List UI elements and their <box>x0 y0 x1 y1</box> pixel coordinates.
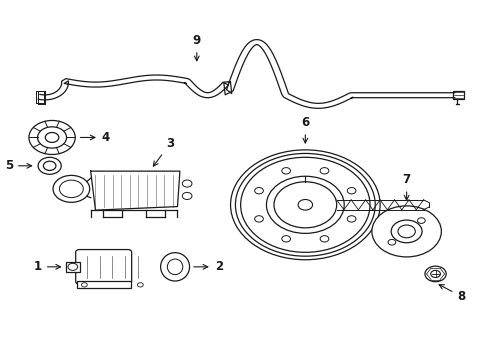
Circle shape <box>430 270 440 278</box>
Circle shape <box>38 127 66 148</box>
Circle shape <box>230 150 379 260</box>
Circle shape <box>266 176 344 233</box>
Circle shape <box>182 192 192 199</box>
Circle shape <box>235 153 374 256</box>
Circle shape <box>43 161 56 170</box>
Text: 6: 6 <box>301 116 309 143</box>
Circle shape <box>397 225 414 238</box>
Circle shape <box>298 199 312 210</box>
Text: 8: 8 <box>438 285 465 303</box>
Circle shape <box>254 188 263 194</box>
Circle shape <box>371 206 441 257</box>
FancyBboxPatch shape <box>452 91 463 99</box>
Ellipse shape <box>167 259 183 275</box>
Ellipse shape <box>160 253 189 281</box>
Circle shape <box>346 188 355 194</box>
Circle shape <box>387 239 395 245</box>
Circle shape <box>29 121 75 154</box>
FancyBboxPatch shape <box>77 281 131 288</box>
Circle shape <box>281 168 290 174</box>
Polygon shape <box>90 171 180 210</box>
Circle shape <box>38 157 61 174</box>
Text: 3: 3 <box>153 137 174 166</box>
Text: 2: 2 <box>193 260 223 273</box>
Circle shape <box>273 182 336 228</box>
Text: 4: 4 <box>80 131 110 144</box>
Circle shape <box>137 283 143 287</box>
FancyBboxPatch shape <box>76 249 131 284</box>
Circle shape <box>320 168 328 174</box>
Circle shape <box>60 180 83 198</box>
Circle shape <box>281 236 290 242</box>
Text: 9: 9 <box>192 34 201 61</box>
Circle shape <box>53 175 89 202</box>
Circle shape <box>45 132 59 143</box>
Text: 1: 1 <box>34 260 61 273</box>
Circle shape <box>417 218 425 224</box>
Circle shape <box>424 266 445 282</box>
FancyBboxPatch shape <box>66 261 80 272</box>
Circle shape <box>390 220 421 243</box>
Circle shape <box>182 180 192 187</box>
Circle shape <box>346 216 355 222</box>
Circle shape <box>240 157 369 252</box>
Circle shape <box>81 283 87 287</box>
Circle shape <box>320 236 328 242</box>
Circle shape <box>68 263 78 270</box>
Text: 7: 7 <box>402 174 410 200</box>
Text: 5: 5 <box>5 159 32 172</box>
Circle shape <box>254 216 263 222</box>
